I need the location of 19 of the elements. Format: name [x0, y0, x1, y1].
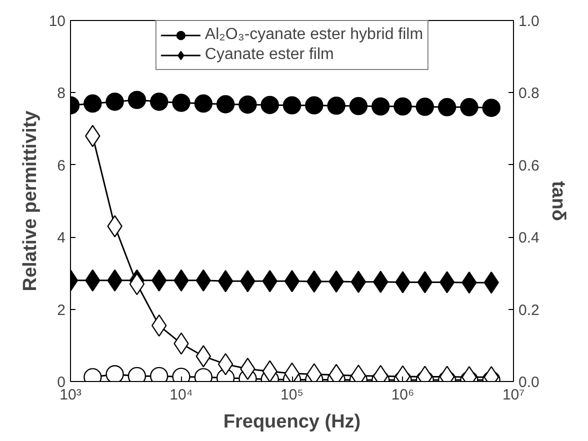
y-tick-label: 10	[48, 13, 66, 30]
legend-label: Cyanate ester film	[204, 46, 334, 64]
x-tick-label: 10⁴	[170, 386, 193, 404]
y-tick-label: 6	[57, 157, 66, 174]
y-tick-label: 8	[57, 85, 66, 102]
y2-tick-label: 1.0	[518, 13, 540, 30]
y2-tick-label: 0.6	[518, 157, 540, 174]
y-tick-label: 4	[57, 230, 66, 247]
y-axis-title: Relative permittivity	[20, 110, 41, 292]
x-tick-label: 10⁵	[280, 386, 304, 404]
y-tick-label: 2	[57, 302, 66, 319]
x-tick-label: 10³	[60, 386, 82, 404]
x-axis-title: Frequency (Hz)	[223, 412, 361, 432]
x-tick-label: 10⁶	[391, 386, 414, 404]
y2-tick-label: 0.4	[518, 230, 540, 247]
y2-tick-label: 0.8	[518, 85, 540, 102]
legend-label: Al₂O₃-cyanate ester hybrid film	[204, 26, 424, 44]
y2-axis-title: tanδ	[547, 180, 568, 222]
y2-tick-label: 0.2	[518, 302, 540, 319]
